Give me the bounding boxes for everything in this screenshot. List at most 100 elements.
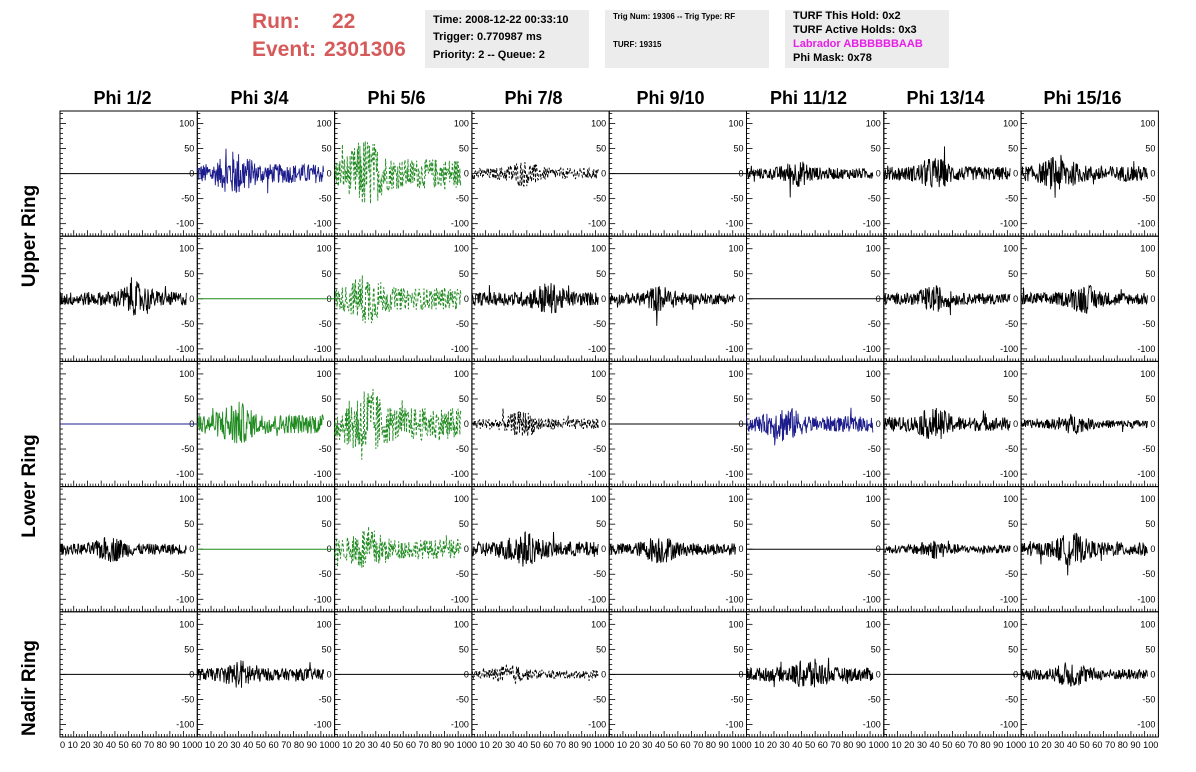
waveform-trace <box>471 531 599 567</box>
y-tick-label: -100 <box>1000 469 1018 479</box>
y-tick-label: -50 <box>593 444 606 454</box>
y-tick-label: -50 <box>593 569 606 579</box>
x-axis-label: 0 10 20 30 40 50 60 70 80 90 100 <box>884 740 1021 750</box>
y-tick-label: -50 <box>730 319 743 329</box>
y-tick-label: 50 <box>596 144 606 154</box>
y-tick-label: -100 <box>314 219 332 229</box>
y-tick-label: 100 <box>591 244 606 254</box>
y-tick-label: -50 <box>1142 194 1155 204</box>
y-tick-label: -100 <box>314 594 332 604</box>
y-tick-label: 100 <box>317 119 332 129</box>
y-tick-label: -50 <box>181 319 194 329</box>
event-value: 2301306 <box>324 38 406 61</box>
y-tick-label: -100 <box>725 719 743 729</box>
column-title-phi-3-4: Phi 3/4 <box>230 88 289 108</box>
y-tick-label: 100 <box>1140 244 1155 254</box>
y-tick-label: -100 <box>176 594 194 604</box>
y-tick-label: -100 <box>451 594 469 604</box>
y-tick-label: 100 <box>728 369 743 379</box>
y-tick-label: -50 <box>868 694 881 704</box>
y-tick-label: -50 <box>319 569 332 579</box>
column-title-phi-7-8: Phi 7/8 <box>504 88 563 108</box>
waveform-trace <box>59 277 187 316</box>
y-tick-label: 100 <box>1140 369 1155 379</box>
y-tick-label: -100 <box>1137 594 1155 604</box>
y-tick-label: -100 <box>1000 344 1018 354</box>
y-tick-label: 0 <box>601 294 606 304</box>
y-tick-label: 50 <box>184 519 194 529</box>
y-tick-label: 50 <box>322 394 332 404</box>
y-tick-label: 0 <box>601 169 606 179</box>
y-tick-label: -50 <box>593 319 606 329</box>
y-tick-label: 0 <box>327 419 332 429</box>
y-tick-label: 50 <box>1145 144 1155 154</box>
y-tick-label: -100 <box>725 594 743 604</box>
y-tick-label: 100 <box>317 244 332 254</box>
turf-active-holds: TURF Active Holds: 0x3 <box>793 24 917 36</box>
run-event-box: Run: 22 Event: 2301306 <box>252 8 422 68</box>
y-tick-label: 100 <box>728 119 743 129</box>
y-tick-label: 100 <box>866 119 881 129</box>
y-tick-label: 50 <box>184 144 194 154</box>
run-label: Run: <box>252 10 300 33</box>
y-tick-label: -100 <box>863 219 881 229</box>
time-text: Time: 2008-12-22 00:33:10 <box>433 14 569 26</box>
y-tick-label: 0 <box>1150 419 1155 429</box>
x-axis-label: 0 10 20 30 40 50 60 70 80 90 100 <box>335 740 472 750</box>
y-tick-label: -50 <box>1142 694 1155 704</box>
waveform-trace <box>609 286 736 326</box>
waveform-trace <box>471 663 599 685</box>
y-tick-label: -100 <box>725 344 743 354</box>
x-axis-label: 0 10 20 30 40 50 60 70 80 90 100 <box>197 740 334 750</box>
y-tick-label: 50 <box>1145 269 1155 279</box>
y-tick-label: -100 <box>588 344 606 354</box>
column-title-phi-5-6: Phi 5/6 <box>367 88 426 108</box>
y-tick-label: -50 <box>456 444 469 454</box>
y-tick-label: 50 <box>871 144 881 154</box>
y-tick-label: 100 <box>454 494 469 504</box>
column-title-phi-13-14: Phi 13/14 <box>906 88 985 108</box>
x-axis-label: 0 10 20 30 40 50 60 70 80 90 100 <box>747 740 884 750</box>
y-tick-label: 50 <box>871 519 881 529</box>
y-tick-label: 50 <box>871 269 881 279</box>
y-tick-label: -50 <box>1005 444 1018 454</box>
y-tick-label: 50 <box>1008 144 1018 154</box>
y-tick-label: -50 <box>181 694 194 704</box>
y-tick-label: 50 <box>322 519 332 529</box>
y-tick-label: -50 <box>730 444 743 454</box>
y-tick-label: 0 <box>876 669 881 679</box>
y-tick-label: -100 <box>588 469 606 479</box>
y-tick-label: -50 <box>181 444 194 454</box>
y-tick-label: -50 <box>319 694 332 704</box>
y-tick-label: 100 <box>591 619 606 629</box>
y-tick-label: -100 <box>1000 594 1018 604</box>
y-tick-label: -100 <box>1137 219 1155 229</box>
trigger-text: Trigger: 0.770987 ms <box>433 31 542 43</box>
waveform-trace <box>1020 284 1148 314</box>
y-tick-label: 50 <box>1145 644 1155 654</box>
y-tick-label: -100 <box>588 594 606 604</box>
y-tick-label: -50 <box>456 194 469 204</box>
y-tick-label: -50 <box>868 319 881 329</box>
turf-this-hold: TURF This Hold: 0x2 <box>793 10 901 22</box>
y-tick-label: 100 <box>454 244 469 254</box>
column-title-phi-9-10: Phi 9/10 <box>636 88 705 108</box>
y-tick-label: 100 <box>179 619 194 629</box>
waveform-trace <box>196 148 325 194</box>
y-tick-label: -100 <box>176 469 194 479</box>
y-tick-label: 100 <box>1003 369 1018 379</box>
y-tick-label: 50 <box>322 269 332 279</box>
waveform-trace <box>883 146 1011 188</box>
